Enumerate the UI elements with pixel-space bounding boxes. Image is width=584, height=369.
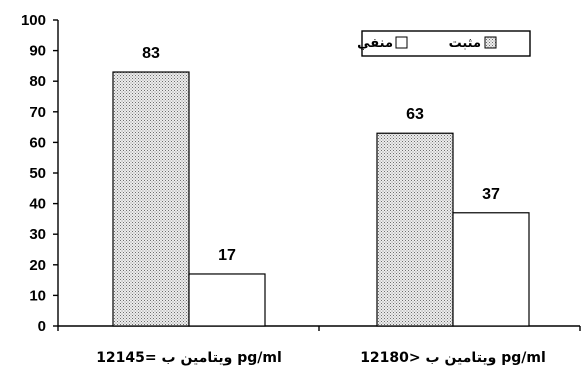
- category-labels: 12ویتامین ب =145 pg/ml 12ویتامین ب <180 p…: [96, 350, 546, 366]
- y-tick-label: 30: [29, 226, 46, 243]
- data-label: 17: [218, 247, 236, 264]
- bar-negative: [188, 273, 266, 327]
- y-axis: 0 10 20 30 40 50 60 70 80 90 100: [21, 12, 59, 335]
- bar-positive: [376, 132, 454, 327]
- y-tick-label: 10: [29, 287, 46, 304]
- legend-box: [361, 30, 531, 57]
- y-tick-label: 60: [29, 134, 46, 151]
- legend-label-positive: مثبت: [449, 36, 481, 51]
- legend-swatch-positive: [484, 36, 497, 49]
- y-tick-label: 40: [29, 196, 46, 213]
- y-tick-label: 90: [29, 43, 46, 60]
- y-tick-label: 50: [29, 165, 46, 182]
- legend-label-negative: منفي: [357, 36, 393, 51]
- x-axis: [57, 325, 581, 331]
- data-label: 63: [406, 106, 424, 123]
- y-tick-label: 100: [21, 12, 46, 29]
- bar-negative: [452, 212, 530, 327]
- y-tick-label: 80: [29, 73, 46, 90]
- data-label: 83: [142, 45, 160, 62]
- y-tick-label: 70: [29, 104, 46, 121]
- data-labels: 83 17 63 37: [142, 45, 500, 264]
- legend-swatch-negative: [395, 36, 408, 49]
- legend: مثبت منفي: [357, 30, 531, 57]
- data-label: 37: [482, 186, 500, 203]
- bars: [112, 71, 530, 327]
- category-label: 12ویتامین ب <180 pg/ml: [360, 350, 546, 366]
- y-tick-label: 0: [38, 318, 46, 335]
- y-tick-label: 20: [29, 257, 46, 274]
- bar-positive: [112, 71, 190, 327]
- category-label: 12ویتامین ب =145 pg/ml: [96, 350, 282, 366]
